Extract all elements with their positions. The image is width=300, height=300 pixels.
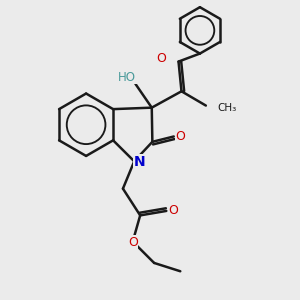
Text: HO: HO	[118, 71, 136, 84]
Text: CH₃: CH₃	[217, 103, 236, 113]
Text: O: O	[128, 236, 138, 249]
Text: N: N	[134, 155, 146, 169]
Text: O: O	[168, 203, 178, 217]
Text: O: O	[176, 130, 185, 143]
Text: O: O	[156, 52, 166, 65]
